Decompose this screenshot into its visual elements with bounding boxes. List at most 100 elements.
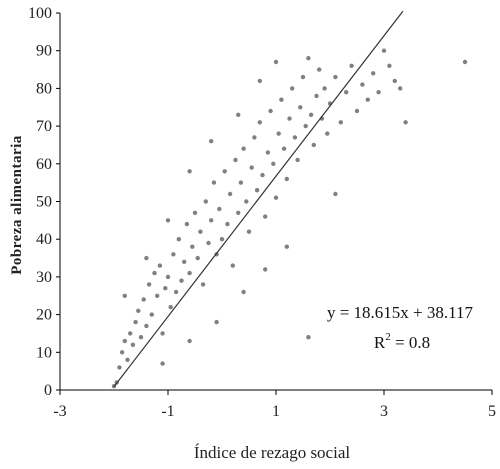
data-point (187, 169, 192, 174)
data-point (176, 237, 181, 242)
data-point (146, 282, 152, 287)
data-point (198, 229, 203, 234)
data-point (241, 289, 246, 295)
r-squared-label: R2 = 0.8 (374, 331, 430, 352)
x-tick-label: -3 (53, 403, 66, 420)
data-point (279, 97, 284, 102)
data-point (192, 210, 198, 215)
y-tick-label: 30 (36, 269, 52, 286)
data-point (287, 116, 292, 121)
data-point (263, 214, 268, 219)
data-point (249, 165, 254, 170)
data-point (128, 331, 133, 336)
data-point (173, 289, 179, 295)
data-point (206, 240, 211, 246)
data-point (155, 293, 160, 298)
data-point (236, 210, 241, 215)
data-point (354, 108, 360, 114)
data-point (268, 108, 273, 114)
data-point (209, 218, 214, 223)
data-point (252, 135, 257, 140)
data-point (300, 74, 306, 80)
data-point (214, 319, 219, 325)
data-point (187, 338, 192, 344)
y-tick-label: 80 (36, 80, 52, 97)
data-point (344, 90, 349, 95)
data-point (171, 252, 176, 257)
data-points (111, 48, 468, 389)
data-point (160, 361, 165, 366)
data-point (254, 188, 260, 193)
data-point (165, 218, 171, 223)
regression-equation: y = 18.615x + 38.117 (327, 303, 474, 322)
y-tick-label: 10 (36, 344, 52, 361)
data-point (227, 191, 233, 197)
data-point (122, 338, 128, 344)
r-squared-suffix: = 0.8 (391, 333, 430, 352)
data-point (292, 135, 298, 140)
data-point (182, 259, 187, 264)
data-point (211, 180, 217, 185)
data-point (119, 350, 125, 355)
y-tick-label: 40 (36, 231, 52, 248)
r-squared-prefix: R (374, 333, 386, 352)
y-tick-label: 0 (44, 382, 52, 399)
data-point (130, 342, 136, 347)
data-point (257, 78, 262, 84)
data-point (144, 323, 149, 329)
data-point (133, 319, 138, 325)
data-point (265, 150, 271, 155)
data-point (168, 304, 173, 310)
x-tick-label: 3 (380, 403, 388, 420)
data-point (295, 157, 300, 163)
y-tick-label: 20 (36, 307, 52, 324)
data-point (236, 112, 241, 118)
data-point (311, 142, 316, 148)
y-tick-label: 90 (36, 43, 52, 60)
data-point (308, 112, 314, 118)
data-point (144, 255, 149, 261)
x-axis-ticks: -3 -1 1 3 5 (53, 390, 496, 420)
x-axis-title: Índice de rezago social (194, 443, 350, 462)
r-squared-exponent: 2 (385, 331, 391, 343)
data-point (222, 169, 227, 174)
data-point (325, 131, 330, 136)
data-point (381, 48, 387, 53)
data-point (273, 59, 279, 65)
data-point (298, 105, 303, 110)
data-point (230, 263, 235, 268)
data-point (184, 221, 190, 227)
data-point (160, 331, 165, 336)
data-point (314, 93, 319, 99)
data-point (209, 139, 214, 144)
data-point (365, 97, 370, 102)
data-point (371, 71, 376, 76)
y-axis-ticks: 0 10 20 30 40 50 60 70 80 90 100 (28, 5, 60, 399)
data-point (281, 146, 287, 151)
data-point (163, 286, 168, 291)
data-point (333, 74, 338, 80)
data-point (203, 199, 208, 204)
data-point (149, 312, 154, 317)
data-point (217, 206, 222, 212)
y-axis-title: Pobreza alimentaria (9, 135, 25, 275)
data-point (263, 267, 268, 272)
data-point (219, 237, 225, 242)
data-point (246, 229, 252, 234)
data-point (244, 199, 249, 204)
y-tick-label: 60 (36, 156, 52, 173)
data-point (195, 255, 200, 261)
x-tick-label: 1 (272, 403, 280, 420)
data-point (257, 120, 262, 125)
data-point (225, 221, 230, 227)
data-point (125, 357, 130, 362)
x-tick-label: -1 (161, 403, 174, 420)
data-point (392, 78, 397, 84)
data-point (271, 161, 276, 166)
data-point (333, 191, 338, 197)
data-point (349, 63, 354, 68)
data-point (179, 278, 184, 283)
x-tick-label: 5 (488, 403, 496, 420)
y-tick-label: 50 (36, 194, 52, 211)
data-point (200, 282, 206, 287)
